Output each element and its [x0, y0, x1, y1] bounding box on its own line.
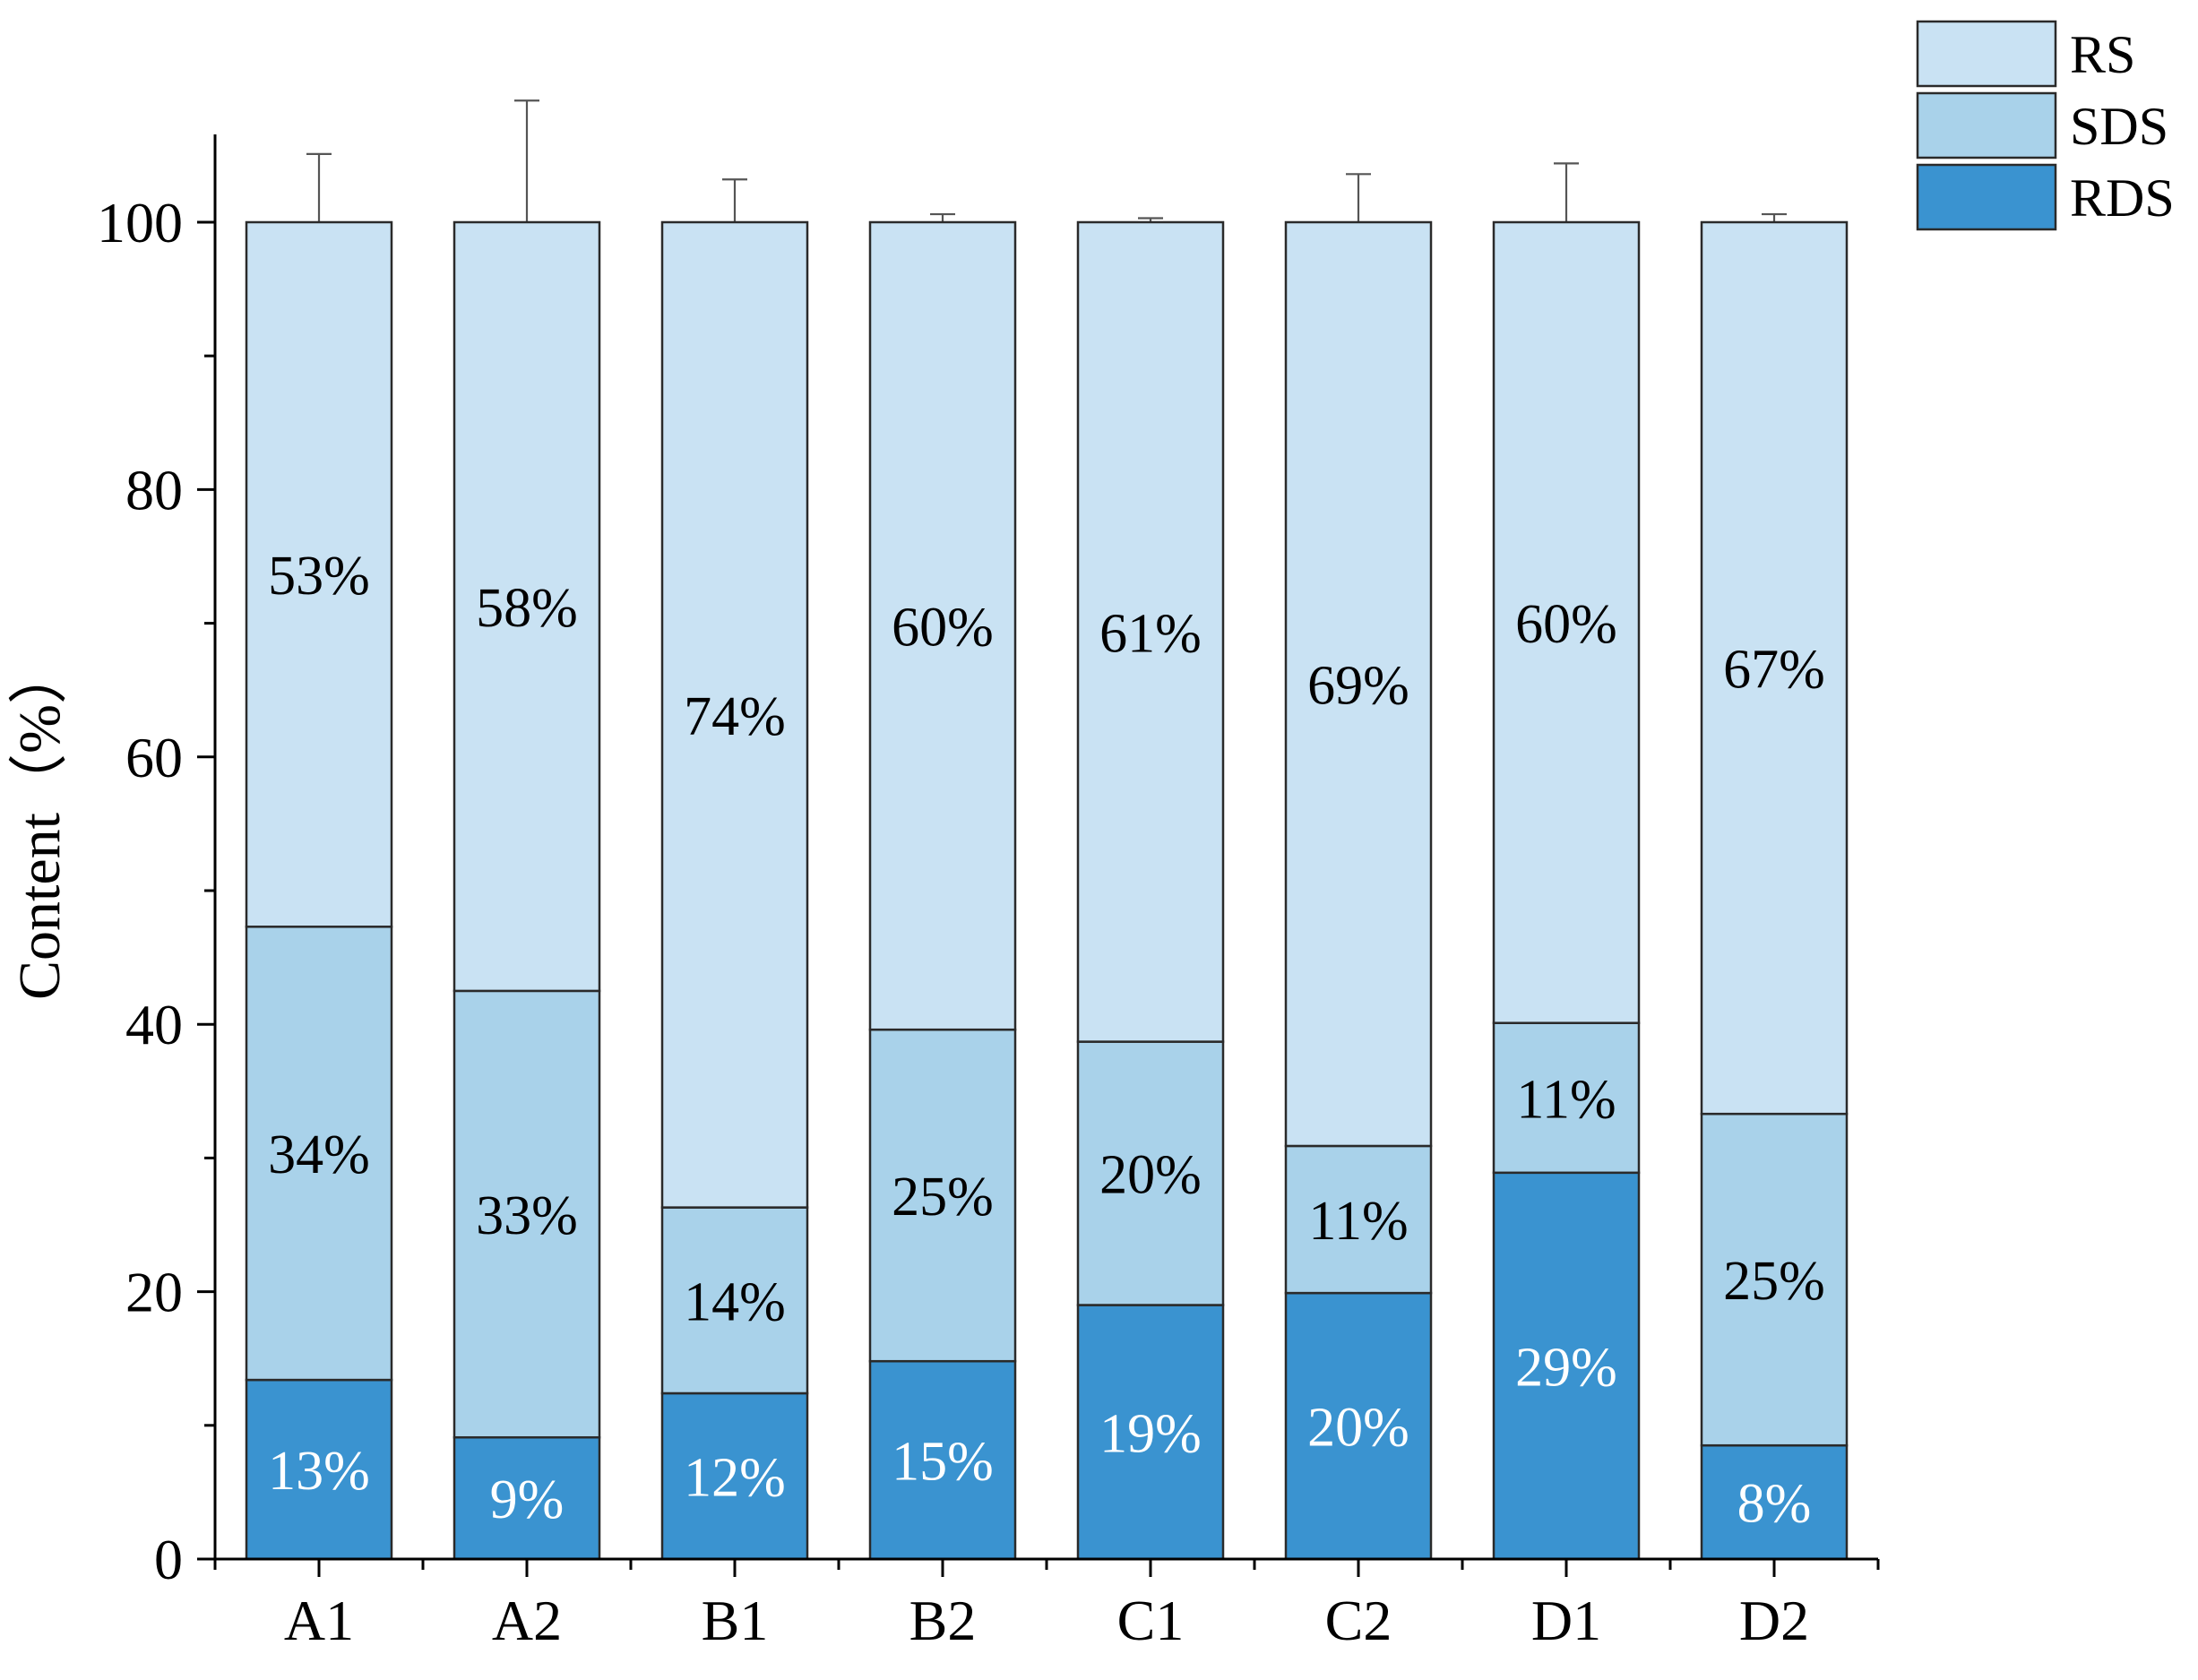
data-label-rds-c1: 19%: [1099, 1403, 1202, 1464]
x-tick-label-d1: D1: [1531, 1589, 1601, 1652]
data-label-sds-a2: 33%: [476, 1185, 578, 1246]
bar-rs-c1: [1076, 220, 1225, 1043]
bar-rds-d1: [1492, 1171, 1641, 1561]
bar-rs-d2: [1700, 220, 1849, 1116]
bar-sds-d1: [1492, 1021, 1641, 1175]
x-tick-label-a1: A1: [284, 1589, 354, 1652]
data-label-sds-d1: 11%: [1516, 1069, 1616, 1130]
bar-rs-b2: [868, 220, 1017, 1031]
x-tick-label-d2: D2: [1739, 1589, 1809, 1652]
data-label-rds-a1: 13%: [268, 1441, 370, 1502]
legend-label-rds: RDS: [2070, 168, 2175, 228]
data-label-rs-d2: 67%: [1723, 640, 1825, 701]
data-label-rds-b2: 15%: [892, 1432, 994, 1493]
bar-sds-c2: [1284, 1144, 1433, 1295]
data-label-sds-b2: 25%: [892, 1167, 994, 1228]
legend-swatch-rs: [1916, 20, 2057, 88]
bar-rs-c2: [1284, 220, 1433, 1148]
data-label-sds-a1: 34%: [268, 1124, 370, 1185]
bar-sds-b2: [868, 1028, 1017, 1363]
bar-rs-a1: [245, 220, 393, 928]
data-label-sds-c2: 11%: [1308, 1191, 1408, 1252]
data-label-rds-d1: 29%: [1515, 1337, 1617, 1398]
data-label-rds-c2: 20%: [1307, 1398, 1409, 1459]
data-label-rs-b1: 74%: [684, 686, 786, 747]
legend-label-rs: RS: [2070, 25, 2135, 84]
legend-item-rs: RS: [1916, 20, 2135, 88]
x-tick-label-c1: C1: [1117, 1589, 1185, 1652]
y-axis-title: Content（%）: [7, 645, 73, 1000]
data-label-rds-a2: 9%: [490, 1469, 565, 1530]
bar-sds-d2: [1700, 1112, 1849, 1447]
data-label-sds-b1: 14%: [684, 1271, 786, 1332]
legend-label-sds: SDS: [2070, 97, 2168, 156]
legend: RS SDS RDS: [1916, 20, 2175, 231]
data-label-sds-c1: 20%: [1099, 1145, 1202, 1206]
bar-rs-b1: [660, 220, 809, 1209]
bar-sds-b1: [660, 1206, 809, 1395]
data-label-rds-b1: 12%: [684, 1447, 786, 1508]
x-tick-label-b2: B2: [909, 1589, 977, 1652]
legend-item-sds: SDS: [1916, 91, 2168, 159]
y-tick-label: 20: [125, 1261, 183, 1324]
legend-item-rds: RDS: [1916, 163, 2175, 231]
data-label-rs-a2: 58%: [476, 578, 578, 639]
data-label-sds-d2: 25%: [1723, 1251, 1825, 1312]
legend-swatch-sds: [1916, 91, 2057, 159]
bar-sds-a2: [453, 989, 601, 1439]
axes: 0 20 40 60 80 100 A1 A2 B1 B2 C1 C2 D1 D2: [97, 134, 1880, 1652]
data-label-rs-a1: 53%: [268, 546, 370, 607]
data-label-rds-d2: 8%: [1737, 1474, 1812, 1535]
legend-swatch-rds: [1916, 163, 2057, 231]
bar-rds-b1: [660, 1391, 809, 1561]
bar-rs-d1: [1492, 220, 1641, 1024]
plot-area: 13% 34% 53% 9% 33% 58% 12% 14% 74% 15% 25% 60% 19% 20…: [245, 99, 1849, 1561]
data-label-rs-b2: 60%: [892, 598, 994, 659]
data-label-rs-c1: 61%: [1099, 603, 1202, 664]
bar-rds-c2: [1284, 1291, 1433, 1561]
y-tick-label: 60: [125, 726, 183, 789]
x-tick-label-c2: C2: [1325, 1589, 1392, 1652]
bar-rds-a2: [453, 1435, 601, 1561]
y-tick-label: 80: [125, 458, 183, 521]
bar-rds-a1: [245, 1378, 393, 1561]
data-label-rs-c2: 69%: [1307, 655, 1409, 716]
data-label-rs-d1: 60%: [1515, 594, 1617, 655]
y-tick-label: 40: [125, 993, 183, 1056]
x-tick-label-a2: A2: [492, 1589, 562, 1652]
y-tick-label: 0: [154, 1528, 183, 1591]
x-tick-label-b1: B1: [702, 1589, 769, 1652]
bar-rds-b2: [868, 1359, 1017, 1561]
bar-rs-a2: [453, 220, 601, 993]
y-tick-label: 100: [97, 191, 183, 254]
